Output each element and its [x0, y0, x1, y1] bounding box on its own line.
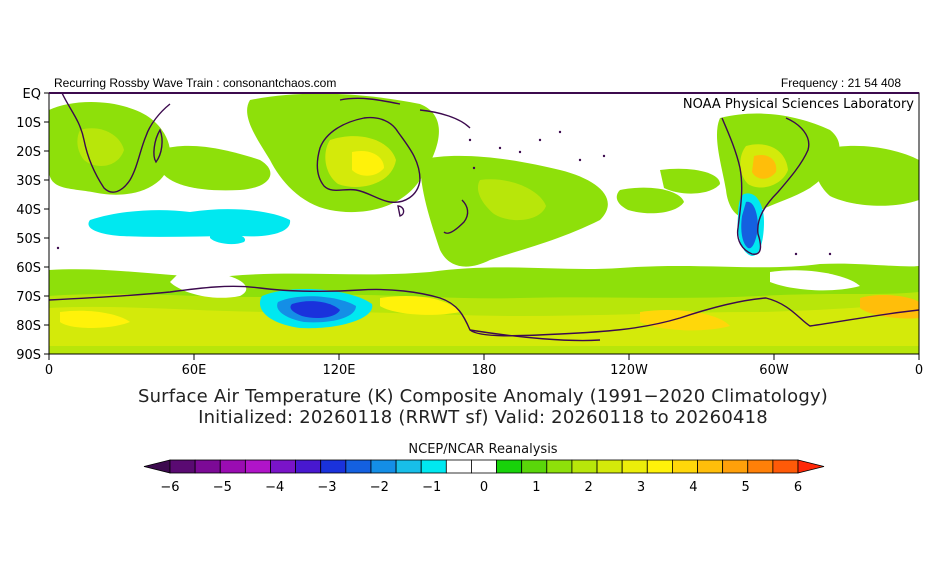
data-source-label: NCEP/NCAR Reanalysis [408, 442, 558, 457]
cold-anomaly-indian-ocean-2 [210, 231, 246, 245]
lon-tick-label: 180 [472, 363, 497, 378]
frequency-label: Frequency : 21 54 408 [780, 76, 901, 90]
lat-tick-label: EQ [23, 87, 41, 102]
cold-anomaly-antarctica-core [290, 301, 340, 318]
lat-tick-label: 80S [16, 319, 41, 334]
colorbar-swatch [596, 459, 623, 474]
credit-label: Recurring Rossby Wave Train : consonantc… [54, 76, 337, 90]
colorbar-swatch [219, 459, 246, 474]
lat-tick-label: 60S [16, 261, 41, 276]
colorbar-tick-label: −2 [370, 480, 389, 495]
colorbar-tick-label: −6 [160, 480, 179, 495]
anomaly-atlantic [815, 145, 919, 206]
lat-tick-label: 50S [16, 232, 41, 247]
colorbar-swatch [471, 459, 497, 474]
colorbar-min-arrow [143, 459, 171, 474]
coastlines [49, 93, 919, 342]
colorbar-swatch [722, 459, 749, 474]
colorbar-tick-label: 2 [585, 480, 593, 495]
colorbar-swatch [521, 459, 548, 474]
colorbar-tick-label: 0 [480, 480, 488, 495]
colorbar-swatch [697, 459, 724, 474]
agency-label: NOAA Physical Sciences Laboratory [683, 97, 914, 112]
anomaly-yellow-patch-1 [60, 310, 130, 328]
colorbar-tick-label: 1 [532, 480, 540, 495]
map-title: Surface Air Temperature (K) Composite An… [137, 386, 829, 407]
colorbar: −6 −5 −4 −3 −2 −1 0 1 2 3 4 5 6 [143, 459, 825, 495]
colorbar-swatch [420, 459, 447, 474]
colorbar-tick-label: −1 [422, 480, 441, 495]
neutral-gap-south [170, 271, 247, 298]
latitude-axis: EQ 10S 20S 30S 40S 50S 60S 70S 80S 90S [16, 87, 49, 363]
anomaly-orange-patch-2 [860, 295, 919, 319]
colorbar-tick-label: −3 [317, 480, 336, 495]
longitude-axis: 0 60E 120E 180 120W 60W 0 [45, 354, 923, 378]
lon-tick-label: 60E [182, 363, 207, 378]
lon-tick-label: 0 [45, 363, 53, 378]
lat-tick-label: 20S [16, 145, 41, 160]
anomaly-australia-hot [352, 150, 384, 176]
lat-tick-label: 70S [16, 290, 41, 305]
colorbar-swatch [194, 459, 221, 474]
map-area [49, 93, 919, 354]
anomaly-yellow-patch-2 [380, 295, 460, 315]
colorbar-swatch [772, 459, 799, 474]
colorbar-swatch [445, 459, 472, 474]
lat-tick-label: 40S [16, 203, 41, 218]
map-subtitle: Initialized: 20260118 (RRWT sf) Valid: 2… [198, 407, 768, 428]
colorbar-swatch [345, 459, 372, 474]
anomaly-south-america-hot [752, 154, 777, 179]
colorbar-swatch [320, 459, 347, 474]
colorbar-swatch [672, 459, 698, 474]
colorbar-swatch [571, 459, 598, 474]
colorbar-tick-label: 6 [794, 480, 802, 495]
island-markers [56, 130, 832, 256]
colorbar-swatch [169, 459, 196, 474]
colorbar-swatch [496, 459, 523, 474]
colorbar-swatch [295, 459, 322, 474]
colorbar-swatch [270, 459, 297, 474]
colorbar-swatch [621, 459, 648, 474]
anomaly-pacific-south [660, 168, 720, 194]
lon-tick-label: 120W [610, 363, 648, 378]
lon-tick-label: 120E [322, 363, 355, 378]
anomaly-tasman-warm [477, 179, 546, 221]
cold-anomaly-indian-ocean [88, 209, 291, 237]
colorbar-max-arrow [797, 459, 825, 474]
lon-tick-label: 0 [915, 363, 923, 378]
colorbar-swatch [646, 459, 673, 474]
anomaly-orange-patch [640, 309, 730, 331]
cold-anomaly-patagonia-core [741, 201, 758, 249]
anomaly-pacific-east [616, 187, 684, 214]
colorbar-swatch [370, 459, 397, 474]
colorbar-swatch [747, 459, 774, 474]
colorbar-tick-label: 5 [742, 480, 750, 495]
colorbar-tick-label: −4 [265, 480, 284, 495]
lat-tick-label: 30S [16, 174, 41, 189]
lat-tick-label: 10S [16, 116, 41, 131]
colorbar-swatch [244, 459, 271, 474]
colorbar-swatch [395, 459, 422, 474]
colorbar-tick-label: 4 [689, 480, 697, 495]
lat-tick-label: 90S [16, 348, 41, 363]
colorbar-tick-label: 3 [637, 480, 645, 495]
colorbar-tick-label: −5 [213, 480, 232, 495]
colorbar-swatch [546, 459, 573, 474]
anomaly-indian-ocean-west [160, 145, 271, 191]
lon-tick-label: 60W [759, 363, 789, 378]
neutral-gap-south-2 [770, 270, 860, 291]
